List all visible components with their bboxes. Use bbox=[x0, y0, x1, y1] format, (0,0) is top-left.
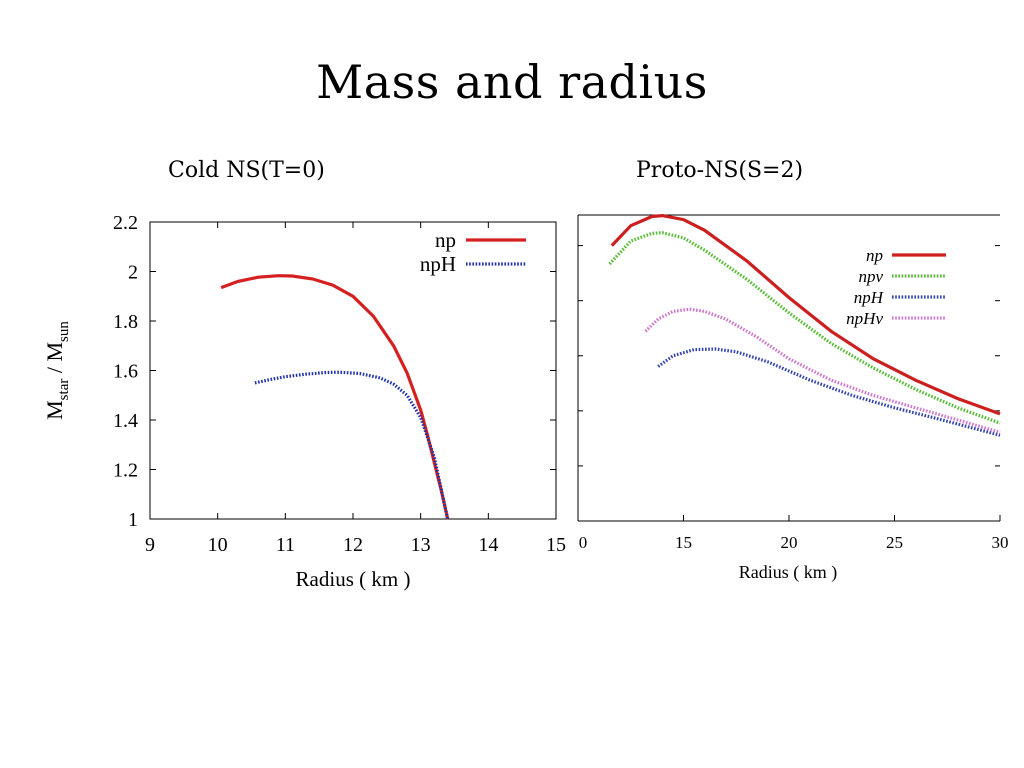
left-x-tick-label: 12 bbox=[343, 534, 363, 556]
left-y-tick-label: 1.6 bbox=[113, 361, 138, 383]
right-x-tick-label: 20 bbox=[781, 533, 798, 552]
right-series-line bbox=[608, 231, 1001, 425]
left-legend-label-npH: npH bbox=[420, 252, 456, 276]
right-legend-label: np bbox=[866, 246, 883, 265]
right-legend-label: npν bbox=[858, 267, 883, 286]
left-y-tick-label: 1 bbox=[128, 509, 138, 531]
right-series-line bbox=[657, 347, 1001, 437]
left-legend-label-np: np bbox=[435, 228, 456, 252]
left-x-tick-label: 10 bbox=[208, 534, 228, 556]
left-y-tick-label: 1.8 bbox=[113, 311, 138, 333]
right-series-line bbox=[610, 213, 1001, 416]
right-x-tick-label: 0 bbox=[579, 533, 588, 552]
right-x-axis-label: Radius ( km ) bbox=[739, 562, 838, 583]
left-x-tick-label: 9 bbox=[145, 534, 155, 556]
left-x-tick-label: 11 bbox=[276, 534, 295, 556]
left-x-tick-label: 15 bbox=[546, 534, 566, 556]
left-y-axis-label: Mstar / Msun bbox=[42, 321, 72, 420]
left-series-line-npH bbox=[254, 370, 450, 520]
left-series-line-np bbox=[220, 274, 450, 520]
left-x-tick-label: 13 bbox=[411, 534, 431, 556]
left-y-tick-label: 1.2 bbox=[113, 460, 138, 482]
slide-title: Mass and radius bbox=[316, 55, 708, 109]
left-y-tick-label: 2 bbox=[128, 262, 138, 284]
right-x-tick-label: 15 bbox=[675, 533, 692, 552]
left-plot-frame bbox=[149, 221, 557, 520]
left-x-tick-label: 14 bbox=[478, 534, 498, 556]
right-series-line bbox=[644, 307, 1001, 434]
right-legend-label: npH bbox=[854, 288, 885, 307]
right-legend-label: npHν bbox=[846, 309, 883, 328]
right-panel-title: Proto-NS(S=2) bbox=[636, 158, 804, 183]
left-y-tick-label: 1.4 bbox=[113, 410, 138, 432]
left-x-axis-label: Radius ( km ) bbox=[296, 567, 411, 591]
right-x-tick-label: 25 bbox=[886, 533, 903, 552]
left-y-tick-label: 2.2 bbox=[113, 212, 138, 234]
right-x-tick-label: 30 bbox=[992, 533, 1009, 552]
left-panel-title: Cold NS(T=0) bbox=[168, 158, 325, 183]
